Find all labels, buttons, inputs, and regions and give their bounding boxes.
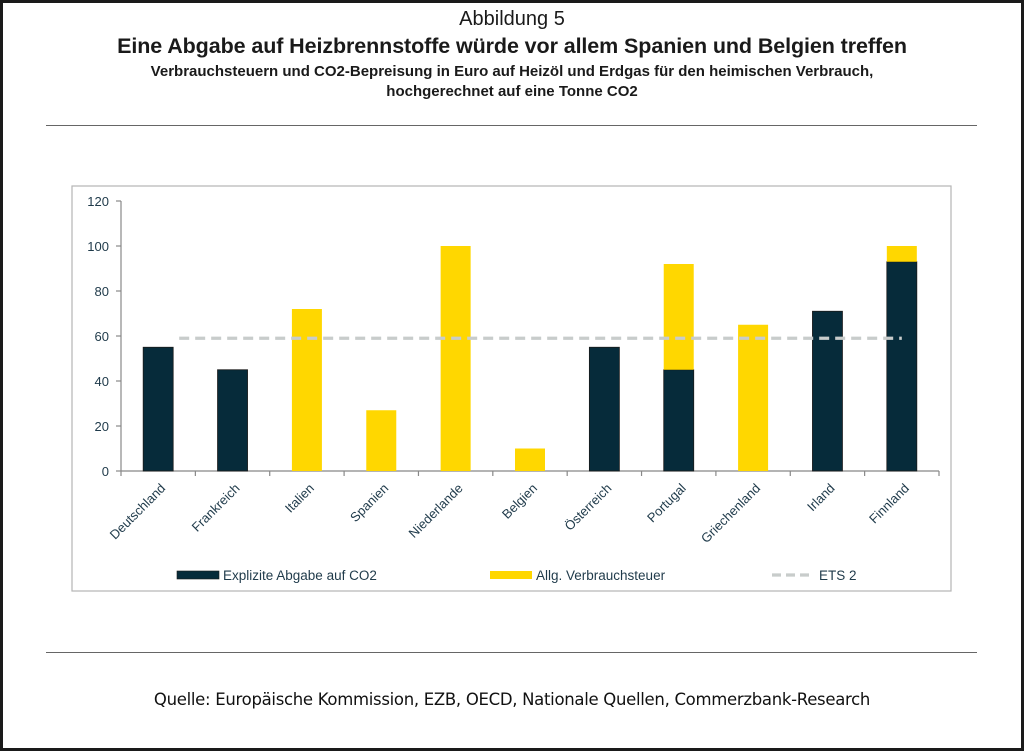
legend-label: Explizite Abgabe auf CO2 [223, 568, 377, 583]
legend-item-ets2: ETS 2 [772, 568, 857, 583]
bar-excise-tax [366, 410, 397, 471]
bar-explicit-co2 [588, 346, 620, 472]
y-tick-label: 0 [102, 464, 109, 479]
legend-label: Allg. Verbrauchsteuer [536, 568, 666, 583]
legend-swatch [176, 570, 220, 580]
legend-label: ETS 2 [819, 568, 857, 583]
y-tick-label: 20 [95, 419, 109, 434]
bar-explicit-co2 [886, 261, 918, 472]
y-tick-label: 60 [95, 329, 109, 344]
chart-legend: Explizite Abgabe auf CO2 Allg. Verbrauchs… [176, 568, 857, 583]
bar-excise-tax [886, 246, 917, 262]
y-tick-label: 100 [87, 239, 109, 254]
figure-subtitle: Verbrauchsteuern und CO2-Bepreisung in E… [0, 62, 1024, 102]
y-tick-label: 40 [95, 374, 109, 389]
bar-excise-tax [663, 264, 694, 370]
bar-excise-tax [738, 324, 769, 471]
bar-explicit-co2 [217, 369, 248, 472]
source-note: Quelle: Europäische Kommission, EZB, OEC… [153, 690, 871, 709]
bar-explicit-co2 [812, 310, 843, 472]
y-tick-label: 80 [95, 284, 109, 299]
legend-item-excise-tax: Allg. Verbrauchsteuer [490, 568, 666, 583]
bar-excise-tax [440, 246, 471, 471]
bar-series [142, 246, 918, 472]
bar-excise-tax [291, 309, 322, 471]
header-divider [46, 125, 977, 126]
bar-explicit-co2 [663, 369, 695, 472]
bar-explicit-co2 [142, 346, 174, 472]
subtitle-line-1: Verbrauchsteuern und CO2-Bepreisung in E… [150, 63, 874, 80]
bar-excise-tax [515, 448, 545, 471]
legend-swatch [490, 571, 532, 579]
subtitle-line-2: hochgerechnet auf eine Tonne CO2 [386, 83, 638, 100]
legend-item-explicit-co2: Explizite Abgabe auf CO2 [176, 568, 377, 583]
y-axis: 0 20 40 60 80 100 120 [87, 194, 122, 479]
figure-title: Eine Abgabe auf Heizbrennstoffe würde vo… [117, 34, 907, 58]
figure-number: Abbildung 5 [459, 8, 565, 30]
y-tick-label: 120 [87, 194, 109, 209]
footer-divider [46, 652, 977, 653]
